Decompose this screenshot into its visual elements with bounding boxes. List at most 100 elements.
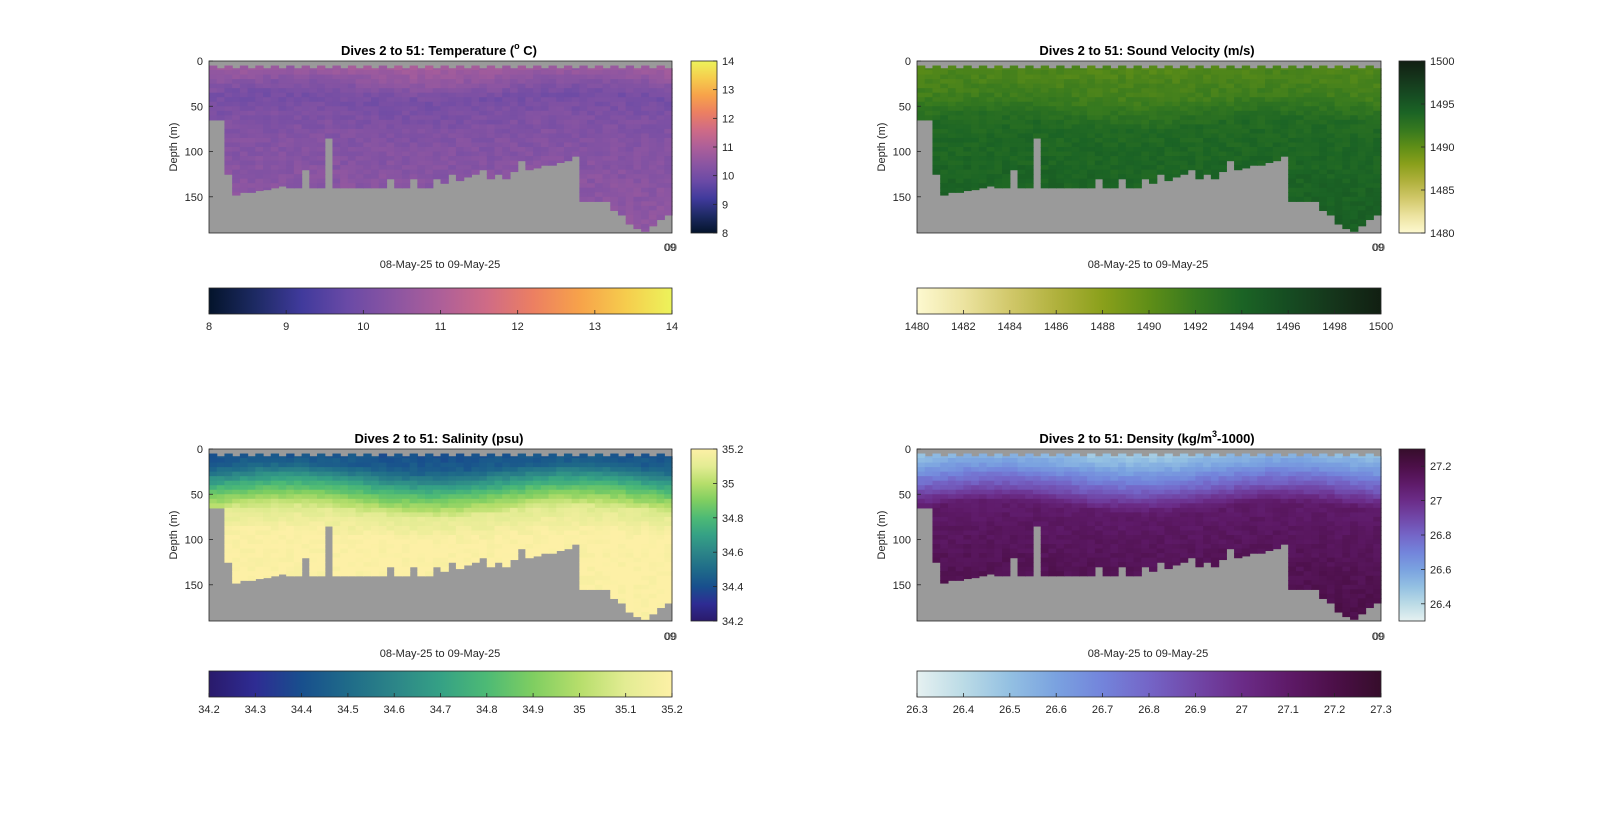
heatmap-cell [502, 65, 511, 71]
heatmap-cell [232, 530, 241, 536]
heatmap-cell [255, 106, 264, 112]
heatmap-cell [332, 512, 341, 518]
heatmap-cell [401, 525, 411, 532]
heatmap-cell [978, 142, 988, 148]
heatmap-cell [324, 124, 334, 130]
heatmap-cell [278, 115, 287, 121]
heatmap-cell [1295, 88, 1305, 94]
heatmap-cell [648, 530, 658, 536]
heatmap-cell [1319, 201, 1328, 207]
heatmap-cell [1326, 201, 1336, 207]
heatmap-cell [1172, 68, 1181, 71]
heatmap-cell [448, 521, 457, 527]
heatmap-cell [1272, 151, 1282, 157]
heatmap-cell [648, 142, 658, 148]
heatmap-cell [270, 137, 280, 144]
heatmap-cell [641, 498, 650, 504]
heatmap-cell [479, 115, 488, 121]
heatmap-cell [587, 119, 596, 125]
heatmap-cell [378, 70, 388, 76]
heatmap-cell [1357, 183, 1367, 189]
heatmap-cell [401, 97, 411, 103]
heatmap-cell [924, 489, 934, 495]
heatmap-cell [255, 557, 264, 563]
heatmap-cell [617, 516, 627, 523]
heatmap-cell [448, 79, 457, 85]
heatmap-cell [940, 110, 949, 116]
heatmap-cell [432, 156, 442, 162]
heatmap-cell [641, 88, 650, 94]
heatmap-cell [448, 458, 457, 464]
heatmap-cell [1257, 70, 1266, 76]
heatmap-cell [571, 79, 580, 85]
heatmap-cell [1280, 68, 1289, 71]
heatmap-cell [1311, 169, 1320, 175]
heatmap-cell [255, 128, 264, 135]
heatmap-cell [494, 110, 503, 116]
heatmap-cell [664, 462, 673, 468]
colorbar-tick-label: 1498 [1322, 321, 1346, 333]
heatmap-cell [924, 88, 934, 94]
heatmap-cell [963, 119, 972, 125]
heatmap-cell [455, 462, 465, 468]
heatmap-cell [1350, 70, 1359, 76]
heatmap-cell [963, 101, 972, 107]
heatmap-cell [940, 512, 949, 518]
heatmap-cell [1195, 151, 1204, 157]
heatmap-cell [1295, 79, 1305, 85]
heatmap-cell [1303, 183, 1312, 189]
heatmap-cell [247, 169, 256, 175]
heatmap-cell [270, 494, 280, 500]
heatmap-cell [1087, 110, 1096, 116]
heatmap-cell [355, 485, 364, 491]
heatmap-cell [386, 521, 395, 527]
heatmap-cell [947, 471, 957, 477]
heatmap-cell [247, 83, 256, 89]
heatmap-cell [633, 530, 642, 536]
heatmap-cell [1048, 83, 1057, 89]
heatmap-cell [471, 512, 480, 518]
heatmap-cell [1249, 156, 1258, 162]
heatmap-cell [587, 101, 596, 107]
heatmap-cell [1365, 65, 1374, 71]
heatmap-cell [648, 106, 658, 112]
heatmap-cell [1141, 115, 1150, 121]
heatmap-cell [232, 133, 241, 139]
heatmap-cell [301, 65, 310, 71]
heatmap-cell [486, 516, 496, 523]
heatmap-cell [525, 544, 534, 550]
heatmap-cell [386, 79, 395, 85]
heatmap-cell [263, 516, 272, 523]
heatmap-cell [610, 539, 619, 545]
heatmap-cell [625, 88, 635, 94]
heatmap-cell [1342, 165, 1351, 171]
heatmap-cell [1265, 160, 1274, 163]
heatmap-cell [255, 571, 264, 577]
heatmap-cell [425, 83, 434, 89]
heatmap-cell [917, 480, 926, 486]
heatmap-cell [301, 494, 310, 500]
heatmap-cell [1241, 79, 1251, 85]
heatmap-cell [1149, 65, 1158, 71]
heatmap-cell [502, 169, 511, 175]
heatmap-cell [1295, 178, 1305, 184]
heatmap-cell [1365, 165, 1374, 171]
heatmap-cell [239, 88, 249, 94]
heatmap-cell [1063, 74, 1073, 80]
heatmap-cell [347, 562, 357, 568]
heatmap-cell [1179, 147, 1189, 153]
heatmap-cell [587, 192, 596, 198]
heatmap-cell [371, 498, 380, 504]
heatmap-cell [278, 462, 287, 468]
heatmap-cell [633, 462, 642, 468]
heatmap-cell [371, 165, 380, 171]
heatmap-cell [1002, 106, 1011, 112]
heatmap-cell [425, 65, 434, 71]
heatmap-cell [440, 476, 449, 482]
heatmap-cell [1365, 128, 1374, 135]
heatmap-cell [1303, 88, 1312, 94]
heatmap-cell [625, 160, 635, 166]
heatmap-cell [1164, 137, 1173, 144]
heatmap-cell [932, 471, 941, 477]
heatmap-cell [286, 169, 295, 175]
